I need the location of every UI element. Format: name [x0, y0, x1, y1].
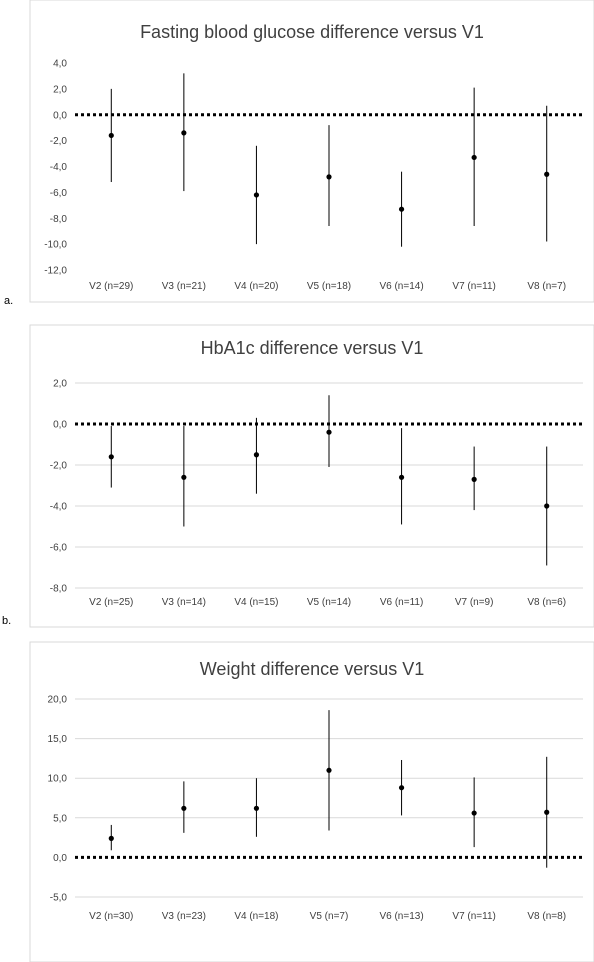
x-category-label: V6 (n=11): [380, 597, 423, 608]
y-tick-label: -4,0: [50, 502, 68, 513]
data-point: [108, 835, 114, 841]
x-category-label: V3 (n=21): [162, 281, 206, 292]
y-tick-label: -10,0: [44, 240, 67, 251]
data-point: [326, 429, 332, 435]
data-point: [544, 503, 550, 509]
chart-title: Weight difference versus V1: [200, 659, 424, 679]
data-point: [181, 805, 187, 811]
data-point: [398, 206, 405, 212]
x-category-label: V6 (n=13): [379, 911, 423, 922]
panel-label: b.: [2, 615, 11, 627]
x-category-label: V5 (n=7): [310, 911, 349, 922]
x-category-label: V8 (n=6): [527, 597, 566, 608]
y-tick-label: -6,0: [50, 188, 68, 199]
y-tick-label: -6,0: [50, 543, 68, 554]
y-tick-label: 2,0: [53, 84, 67, 95]
y-tick-label: 4,0: [53, 59, 67, 70]
y-tick-label: -4,0: [50, 162, 68, 173]
data-point: [181, 130, 187, 136]
y-tick-label: -12,0: [44, 266, 67, 277]
data-point: [471, 154, 477, 161]
chart-title: HbA1c difference versus V1: [201, 338, 424, 358]
y-tick-label: 10,0: [48, 774, 68, 785]
x-category-label: V8 (n=8): [527, 911, 566, 922]
chart-hba1c: HbA1c difference versus V1 2,0 0,0 -2,0 -4,0…: [2, 324, 594, 628]
panel-a: Fasting blood glucose difference versus …: [0, 0, 594, 310]
panel-label: a.: [4, 295, 13, 307]
x-category-label: V8 (n=7): [527, 281, 566, 292]
data-point: [471, 476, 477, 482]
x-category-label: V2 (n=29): [89, 281, 133, 292]
data-point: [544, 171, 550, 177]
data-point: [108, 132, 114, 139]
data-point: [253, 805, 260, 811]
data-point: [471, 810, 477, 816]
x-category-label: V4 (n=20): [234, 281, 278, 292]
chart-frame: [29, 324, 594, 628]
x-category-label: V4 (n=15): [234, 597, 278, 608]
data-point: [253, 452, 260, 458]
y-tick-label: 0,0: [53, 110, 67, 121]
x-category-label: V5 (n=14): [307, 597, 351, 608]
panel-label: c.: [4, 959, 13, 962]
x-category-label: V4 (n=18): [234, 911, 278, 922]
chart-fasting-glucose: Fasting blood glucose difference versus …: [4, 0, 594, 307]
data-point: [544, 809, 550, 815]
x-category-label: V2 (n=25): [89, 597, 133, 608]
x-category-label: V7 (n=11): [452, 281, 495, 292]
y-tick-label: 20,0: [48, 695, 68, 706]
x-category-label: V3 (n=23): [162, 911, 206, 922]
chart-title: Fasting blood glucose difference versus …: [140, 22, 484, 42]
data-point: [181, 474, 187, 480]
y-tick-label: 0,0: [53, 420, 67, 431]
x-category-label: V3 (n=14): [162, 597, 206, 608]
y-tick-label: -8,0: [50, 214, 68, 225]
x-category-label: V7 (n=11): [452, 911, 495, 922]
chart-weight: Weight difference versus V1 20,0 15,0 10,0 5…: [4, 641, 594, 962]
chart-frame: [29, 641, 594, 962]
panel-c: Weight difference versus V1 20,0 15,0 10,0 5…: [0, 638, 594, 962]
data-point: [398, 785, 405, 791]
y-tick-label: 2,0: [53, 379, 67, 390]
data-point: [108, 454, 114, 460]
data-point: [398, 474, 405, 480]
x-category-label: V2 (n=30): [89, 911, 133, 922]
panel-b: HbA1c difference versus V1 2,0 0,0 -2,0 -4,0…: [0, 318, 594, 628]
y-tick-label: -8,0: [50, 584, 68, 595]
data-point: [253, 192, 260, 198]
y-tick-label: 5,0: [53, 813, 67, 824]
y-tick-label: 0,0: [53, 853, 67, 864]
data-point: [326, 174, 332, 180]
y-tick-label: 15,0: [48, 734, 68, 745]
x-category-label: V5 (n=18): [307, 281, 351, 292]
data-point: [326, 767, 332, 773]
y-tick-label: -2,0: [50, 461, 68, 472]
y-tick-label: -5,0: [50, 893, 68, 904]
x-category-label: V6 (n=14): [379, 281, 423, 292]
x-category-label: V7 (n=9): [455, 597, 494, 608]
chart-frame: [29, 0, 594, 303]
y-tick-label: -2,0: [50, 136, 68, 147]
